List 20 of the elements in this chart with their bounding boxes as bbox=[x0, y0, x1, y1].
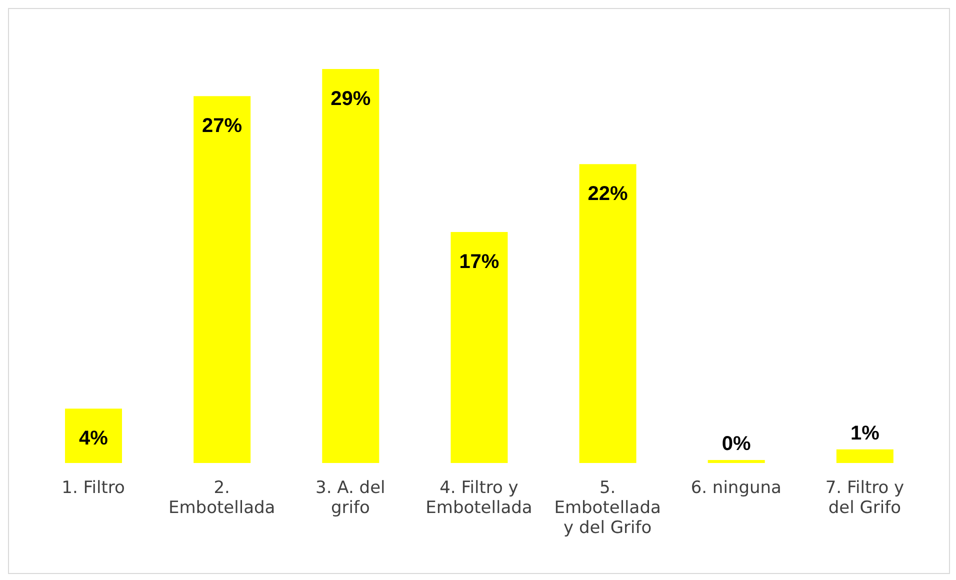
x-tick-label: 7. Filtro y del Grifo bbox=[825, 478, 904, 518]
data-label: 4% bbox=[79, 428, 108, 450]
x-tick-label: 1. Filtro bbox=[62, 478, 125, 498]
bar bbox=[322, 69, 380, 463]
data-label: 29% bbox=[330, 88, 371, 110]
data-label: 0% bbox=[722, 433, 752, 455]
bar bbox=[836, 449, 894, 463]
x-tick-label: 4. Filtro y Embotellada bbox=[426, 478, 532, 518]
x-tick-label: 2. Embotellada bbox=[168, 478, 276, 518]
x-tick-label: 3. A. del grifo bbox=[316, 478, 386, 518]
x-tick-label: 6. ninguna bbox=[690, 478, 782, 498]
data-label: 27% bbox=[202, 115, 242, 138]
data-label: 22% bbox=[588, 183, 628, 206]
x-tick-label: 5. Embotellada y del Grifo bbox=[554, 478, 661, 538]
bar bbox=[450, 232, 508, 463]
bar bbox=[194, 96, 251, 463]
data-label: 1% bbox=[850, 422, 880, 444]
data-label: 17% bbox=[459, 251, 500, 274]
bar bbox=[579, 164, 636, 463]
bar bbox=[65, 408, 122, 463]
